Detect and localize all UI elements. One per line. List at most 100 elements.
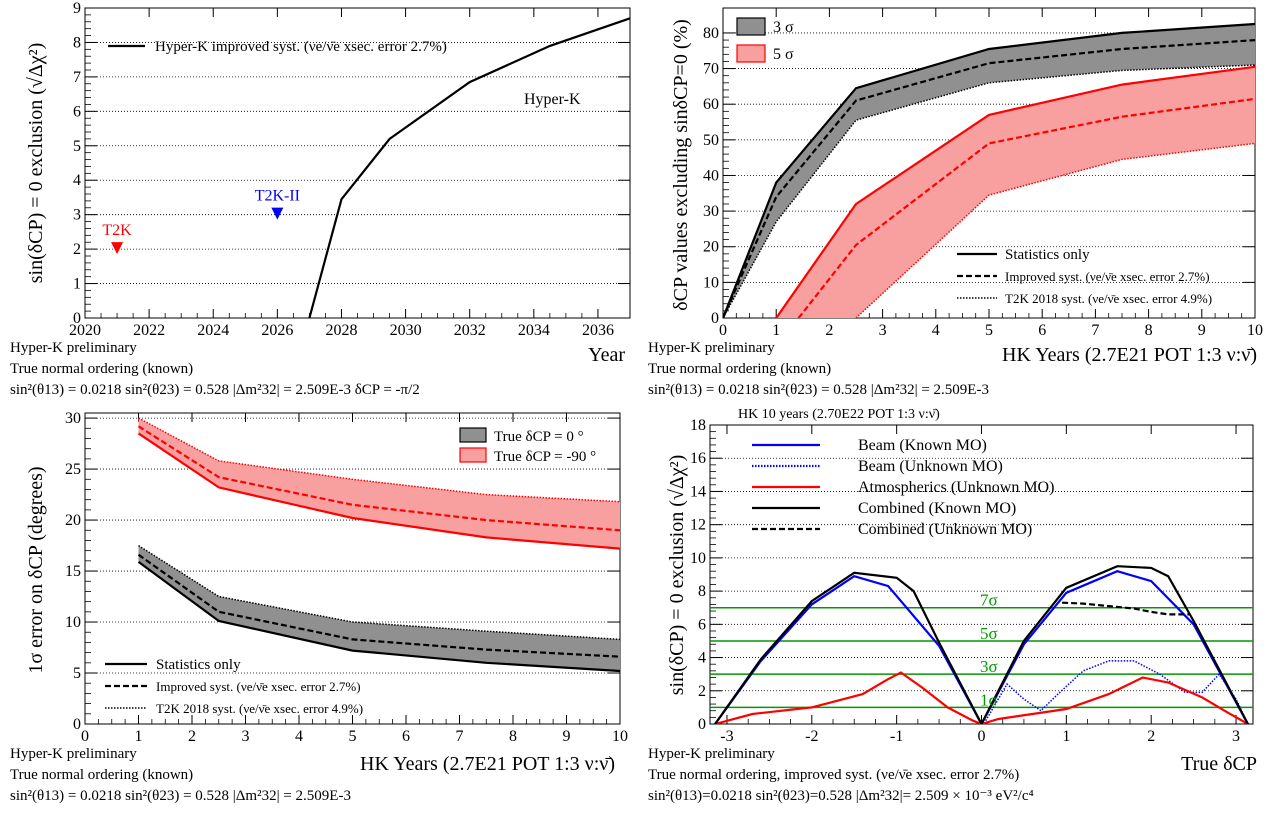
legend-label: Improved syst. (νe/ν̄e xsec. error 2.7%) (1005, 269, 1210, 284)
x-tick-label: 2034 (518, 322, 550, 339)
caption-line: True normal ordering (known) (10, 361, 193, 377)
y-axis-label: sin(δCP) = 0 exclusion (√Δχ²) (666, 455, 688, 696)
line-dcp0-stat (137, 561, 620, 673)
y-tick-label: 8 (73, 34, 81, 51)
series-line (1062, 601, 1190, 616)
band-dcp-90 (138, 418, 620, 549)
x-tick-label: 2 (825, 322, 833, 339)
legend-swatch (459, 447, 487, 463)
y-tick-label: 4 (698, 650, 706, 667)
x-tick-label: 2024 (197, 322, 229, 339)
band-dcp-0 (138, 545, 620, 671)
y-tick-label: 10 (690, 550, 706, 567)
x-tick-label: 5 (985, 322, 993, 339)
x-tick-label: 0 (719, 322, 727, 339)
y-tick-label: 3 (73, 207, 81, 224)
caption-line: Hyper-K preliminary (10, 340, 137, 356)
legend-label: Statistics only (156, 657, 241, 673)
x-tick-label: 10 (1247, 322, 1263, 339)
x-tick-label: 3 (1232, 728, 1240, 745)
y-tick-label: 18 (690, 417, 706, 434)
x-axis-label: HK Years (2.7E21 POT 1:3 ν:ν̄) (1002, 344, 1257, 366)
marker-label: T2K-II (255, 188, 300, 205)
x-tick-label: 2030 (390, 322, 422, 339)
x-tick-label: 9 (1198, 322, 1206, 339)
caption-line: Hyper-K preliminary (648, 340, 775, 356)
x-tick-label: 2022 (133, 322, 165, 339)
legend-label: Atmospherics (Unknown MO) (858, 479, 1054, 496)
legend-swatch (459, 427, 487, 443)
plot-area (723, 22, 1255, 318)
x-tick-label: 2028 (325, 322, 357, 339)
legend-swatch (736, 44, 766, 63)
y-tick-label: 0 (73, 716, 81, 733)
y-tick-label: 10 (703, 274, 719, 291)
y-tick-label: 0 (698, 716, 706, 733)
x-tick-label: 8 (509, 728, 517, 745)
y-tick-label: 10 (65, 614, 81, 631)
legend-label: T2K 2018 syst. (νe/ν̄e xsec. error 4.9%) (1005, 291, 1212, 306)
caption-line: Hyper-K preliminary (10, 746, 137, 762)
plot-area (308, 17, 630, 318)
y-axis-label: 1σ error on δCP (degrees) (25, 466, 47, 673)
y-tick-label: 6 (73, 103, 81, 120)
line-dcp90-improved (137, 425, 620, 532)
caption-line: sin²(θ13) = 0.0218 sin²(θ23) = 0.528 |Δm… (10, 788, 351, 804)
line-dcp90-stat (137, 432, 620, 550)
x-tick-label: 6 (1038, 322, 1046, 339)
y-tick-label: 5 (73, 665, 81, 682)
legend-label: 3 σ (773, 19, 794, 36)
legend-label: Improved syst. (νe/ν̄e xsec. error 2.7%) (156, 679, 361, 694)
y-axis-label: sin(δCP) = 0 exclusion (√Δχ²) (25, 43, 47, 284)
y-tick-label: 20 (65, 512, 81, 529)
x-tick-label: -1 (890, 728, 903, 745)
sigma-label: 1σ (980, 690, 998, 709)
caption-line: sin²(θ13)=0.0218 sin²(θ23)=0.528 |Δm²32|… (648, 788, 1034, 804)
y-tick-label: 20 (703, 239, 719, 256)
series-line (714, 570, 1249, 724)
y-axis-label: δCP values excluding sinδCP=0 (%) (670, 19, 692, 311)
legend-label: 5 σ (773, 46, 794, 63)
series-line (714, 565, 1249, 724)
x-tick-label: 0 (978, 728, 986, 745)
x-tick-label: 7 (1091, 322, 1099, 339)
x-tick-label: 2026 (261, 322, 293, 339)
y-tick-label: 2 (698, 683, 706, 700)
legend-label: Statistics only (1005, 247, 1090, 263)
y-tick-label: 60 (703, 96, 719, 113)
x-tick-label: 2 (188, 728, 196, 745)
line-dcp90-t2k (138, 417, 620, 503)
line-5sigma-improved (797, 97, 1255, 318)
caption-line: True normal ordering (known) (648, 361, 831, 377)
sigma-label: 3σ (980, 657, 998, 676)
y-tick-label: 25 (65, 461, 81, 478)
legend-swatch (736, 17, 766, 36)
y-tick-label: 1 (73, 276, 81, 293)
x-tick-label: 4 (295, 728, 303, 745)
marker-t2k-ii (271, 207, 284, 220)
sigma-label: 5σ (980, 624, 998, 643)
x-axis-label: HK Years (2.7E21 POT 1:3 ν:ν̄) (360, 753, 615, 775)
y-tick-label: 4 (73, 172, 81, 189)
y-tick-label: 50 (703, 132, 719, 149)
legend-label: True δCP = 0 ° (494, 429, 584, 445)
legend-label: Combined (Unknown MO) (858, 521, 1032, 538)
line-5sigma-stat (775, 65, 1255, 318)
x-tick-label: 4 (932, 322, 940, 339)
y-tick-label: 30 (703, 203, 719, 220)
line-3sigma-improved (723, 39, 1255, 318)
y-tick-label: 14 (690, 483, 706, 500)
x-tick-label: 1 (772, 322, 780, 339)
caption-line: sin²(θ13) = 0.0218 sin²(θ23) = 0.528 |Δm… (648, 382, 989, 398)
curve-label: Hyper-K (524, 91, 581, 108)
x-tick-label: 3 (879, 322, 887, 339)
band-3sigma (723, 24, 1255, 318)
panel-year-exclusion: 2020 2022 2024 2026 2028 2030 2032 2034 2036 0 1 2 3… (10, 0, 631, 398)
x-tick-label: 0 (81, 728, 89, 745)
y-tick-label: 16 (690, 450, 706, 467)
x-tick-label: 1 (135, 728, 143, 745)
legend-label: Combined (Known MO) (858, 500, 1016, 517)
legend-label: Beam (Known MO) (858, 437, 987, 454)
plot-area (137, 417, 620, 673)
line-5sigma-t2k (855, 142, 1255, 318)
